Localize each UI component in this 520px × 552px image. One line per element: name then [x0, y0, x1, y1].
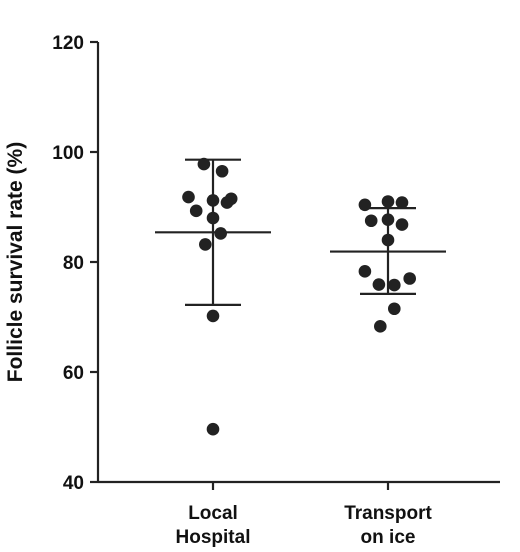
data-point [395, 218, 409, 231]
data-point [395, 196, 409, 209]
y-tick-label: 100 [52, 143, 84, 164]
y-tick-label: 80 [63, 253, 84, 274]
axes: 40 60 80 100 120 Local Hospital Transport on ice [52, 33, 500, 548]
data-point [358, 265, 372, 278]
y-tick-label: 120 [52, 33, 84, 54]
y-tick-label: 40 [63, 473, 84, 494]
data-point [220, 196, 234, 209]
y-axis-title: Follicle survival rate (%) [4, 142, 27, 382]
data-point [388, 278, 401, 292]
data-point [182, 190, 195, 204]
series-group [330, 195, 446, 333]
data-point [372, 278, 386, 291]
x-category-label: Hospital [176, 527, 251, 548]
x-category-label: on ice [361, 527, 416, 548]
data-point [403, 272, 417, 285]
data-point [206, 309, 220, 323]
data-point [364, 214, 378, 228]
data-point [206, 211, 220, 225]
data-point [381, 233, 395, 247]
data-point [197, 157, 211, 171]
data-point [358, 198, 372, 212]
y-tick-label: 60 [63, 363, 84, 384]
data-marks [155, 157, 446, 436]
data-point [214, 227, 227, 240]
x-category-label: Transport [344, 503, 432, 524]
data-point [199, 238, 212, 251]
x-category-label: Local [188, 503, 238, 524]
data-point [206, 422, 220, 436]
data-point [374, 320, 387, 333]
data-point [381, 213, 395, 226]
data-point [381, 195, 395, 208]
data-point [388, 302, 401, 316]
series-group [155, 157, 271, 436]
data-point [189, 204, 203, 218]
data-point [215, 164, 229, 178]
data-point [206, 194, 220, 207]
